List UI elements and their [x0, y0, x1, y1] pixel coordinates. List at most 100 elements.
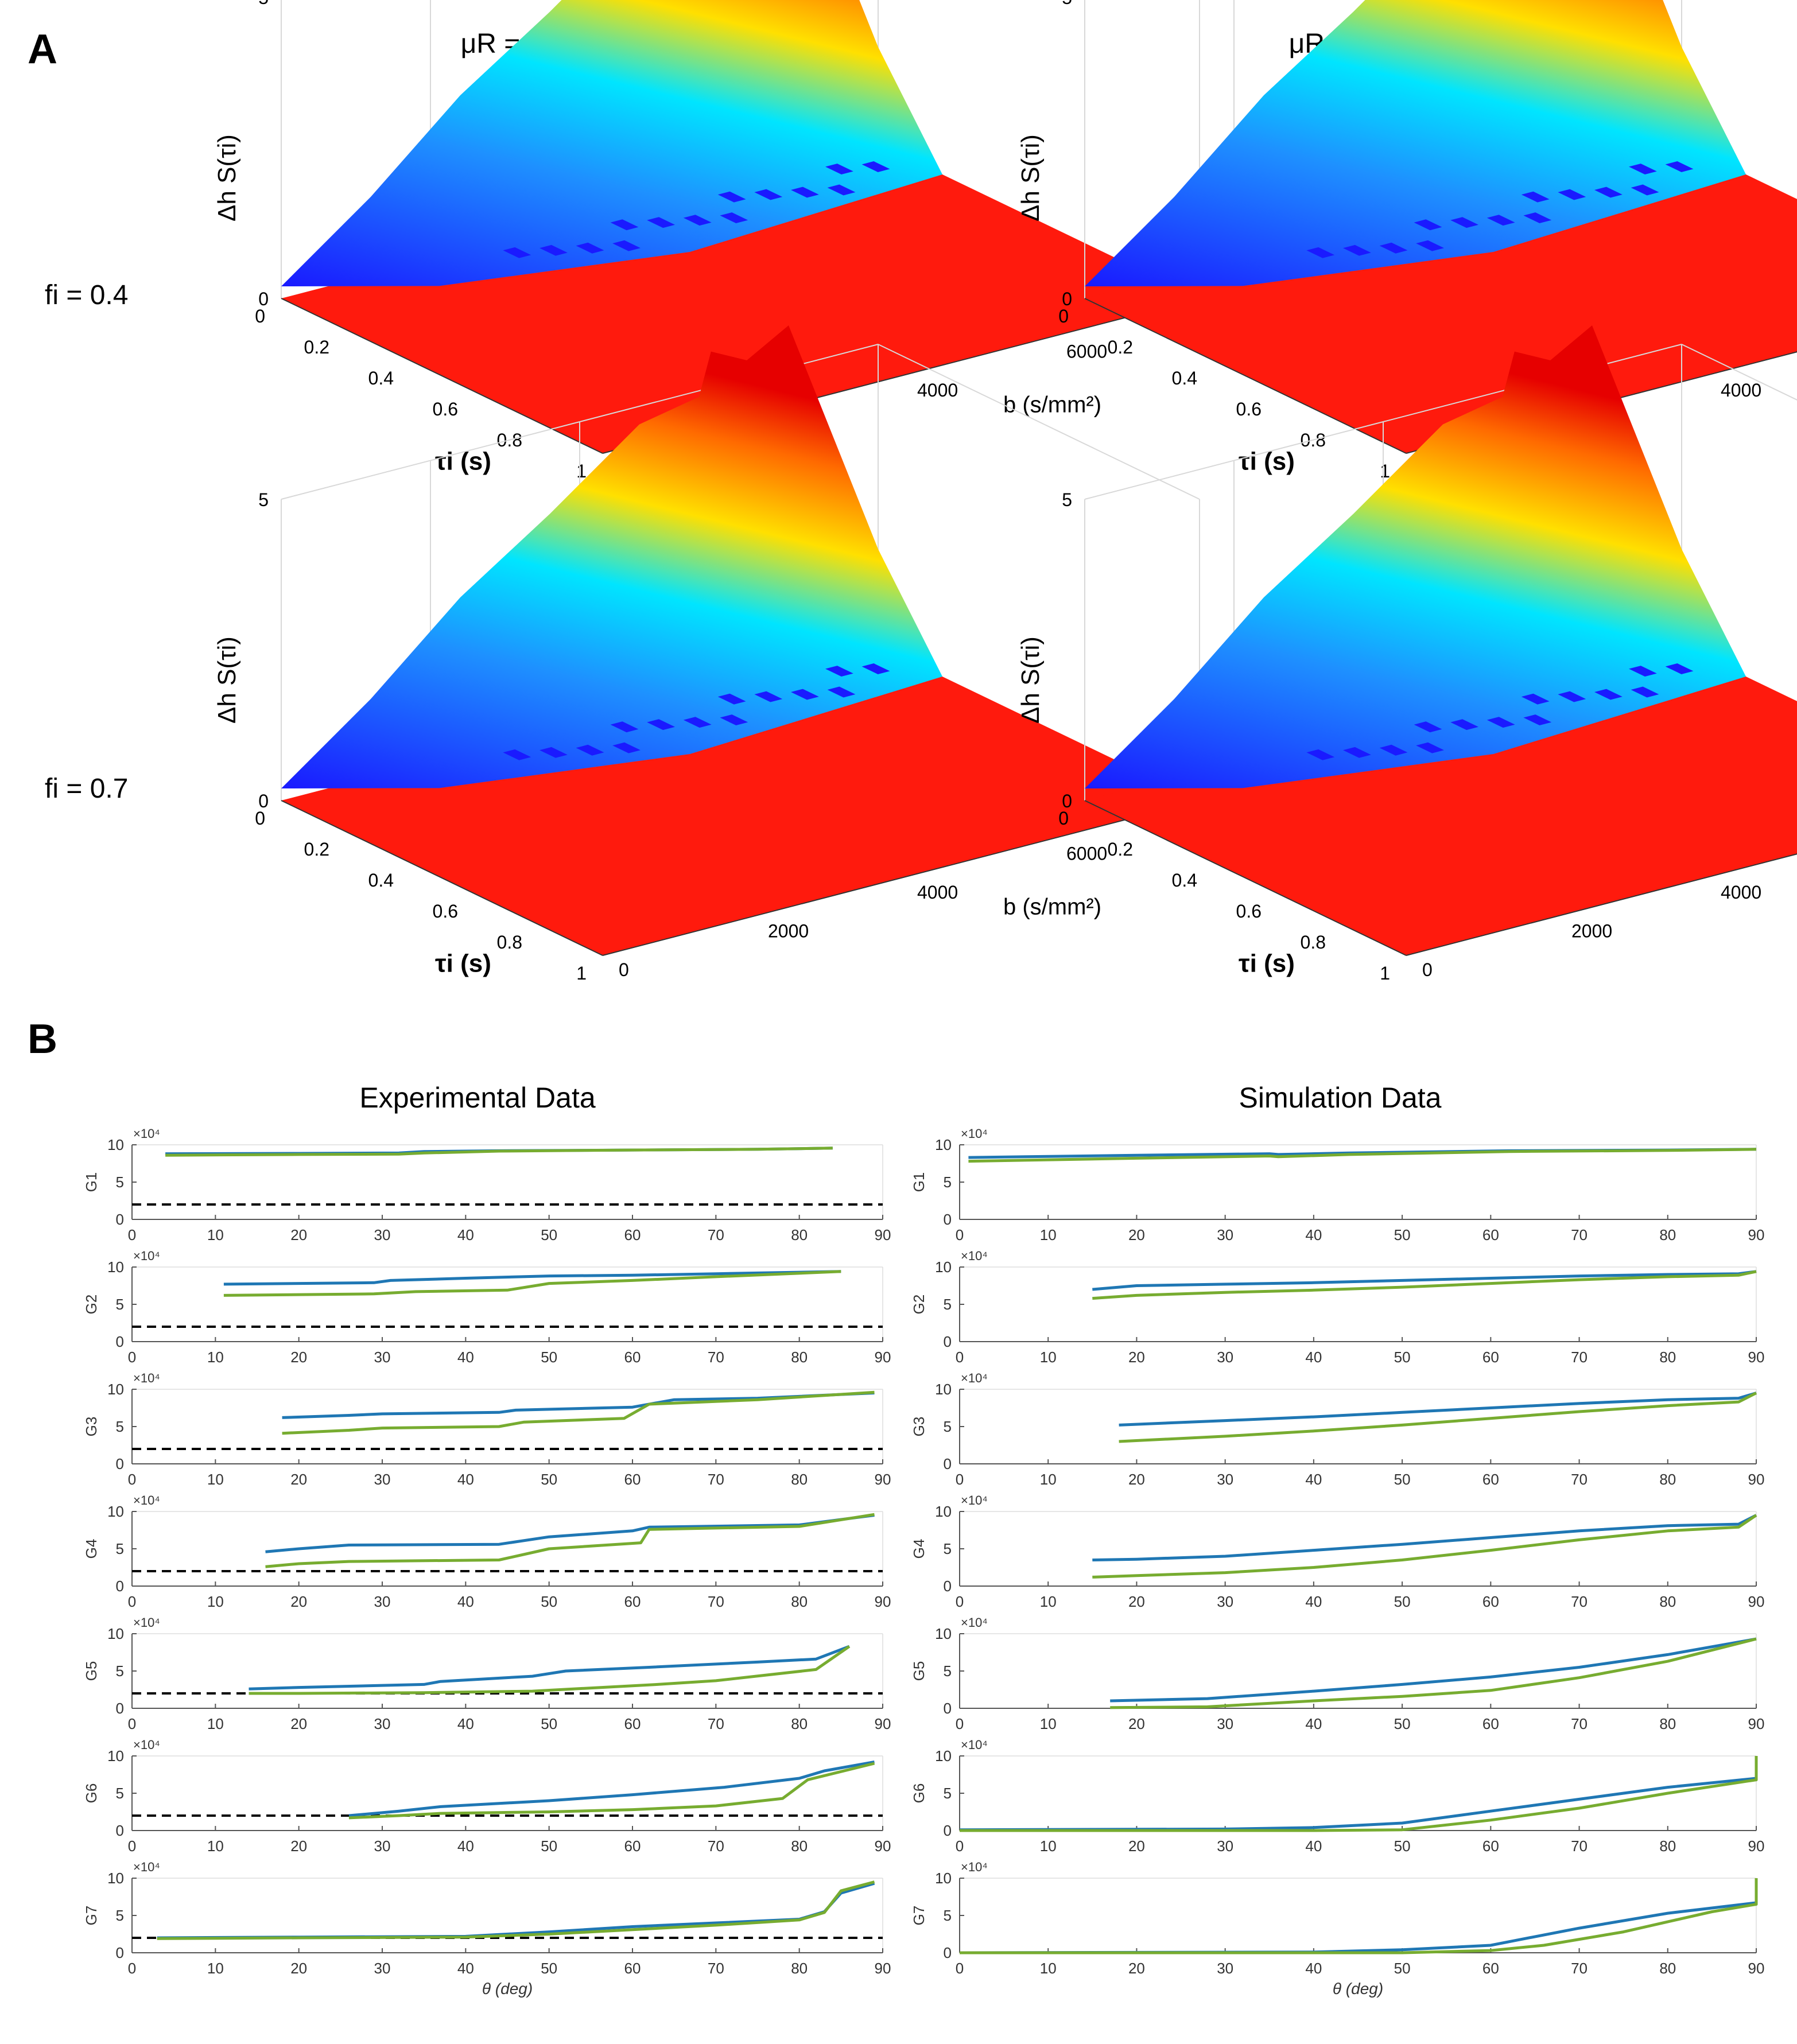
x-tick-label: 60 [1482, 1349, 1499, 1366]
y-tick-label: 10 [107, 1870, 124, 1887]
x-tick-label: 10 [207, 1349, 224, 1366]
blue-patch [1379, 242, 1408, 254]
y-axis-label: G7 [910, 1906, 927, 1926]
tau-tick-label: 1 [576, 963, 587, 984]
tau-tick-label: 0 [1058, 306, 1069, 327]
x-tick-label: 40 [1305, 1960, 1322, 1977]
tau-tick-label: 1 [1380, 461, 1390, 481]
blue-patch [1665, 663, 1694, 674]
line-plot-g7: 0 10 20 30 40 50 60 70 80 90 0 5 10 ×10⁴ G7 θ (deg) [910, 1860, 1764, 1998]
x-tick-label: 60 [624, 1471, 641, 1488]
x-tick-label: 30 [1217, 1593, 1233, 1610]
x-tick-label: 80 [1659, 1226, 1676, 1244]
x-tick-label: 40 [1305, 1471, 1322, 1488]
z-tick-label: 0 [258, 791, 269, 811]
y-tick-label: 0 [116, 1944, 124, 1961]
tau-axis-line [281, 800, 603, 956]
line-plot-g6: 0 10 20 30 40 50 60 70 80 90 0 5 10 ×10⁴ G6 [910, 1738, 1764, 1855]
x-tick-label: 10 [1040, 1471, 1057, 1488]
x-tick-label: 70 [1571, 1837, 1588, 1855]
y-tick-label: 5 [944, 1173, 952, 1191]
tau-axis-line [1084, 800, 1407, 956]
series-line-green [968, 1148, 1757, 1163]
x-tick-label: 70 [708, 1837, 724, 1855]
y-tick-label: 0 [116, 1700, 124, 1717]
x-tick-label: 70 [1571, 1715, 1588, 1732]
blue-patch [827, 184, 856, 196]
series-line-blue [157, 1882, 875, 1940]
blue-patch [1523, 212, 1552, 224]
line-plot-g4: 0 10 20 30 40 50 60 70 80 90 0 5 10 ×10⁴ G4 [910, 1493, 1764, 1610]
z-axis-label: Δh S(τi) [213, 134, 241, 222]
y-multiplier: ×10⁴ [133, 1371, 160, 1385]
series-line-blue [959, 1777, 1757, 1832]
b-tick-label: 2000 [1571, 921, 1612, 942]
grid-line [1681, 344, 1797, 401]
z-tick-label: 0 [1062, 791, 1072, 811]
x-tick-label: 90 [875, 1471, 891, 1488]
x-tick-label: 10 [1040, 1715, 1057, 1732]
blue-patches [503, 161, 890, 258]
b-axis-label: b (s/mm²) [1003, 895, 1101, 920]
b-axis-line [1406, 853, 1797, 956]
surface-floor [281, 143, 1200, 453]
series-line-green [157, 1880, 875, 1940]
b-tick-label: 2000 [768, 921, 809, 942]
z-axis-label: Δh S(τi) [1016, 636, 1045, 724]
x-tick-label: 10 [1040, 1837, 1057, 1855]
y-tick-label: 5 [944, 1662, 952, 1680]
surface-ridge [281, 0, 942, 286]
surface-ridge [1085, 0, 1746, 286]
y-multiplier: ×10⁴ [961, 1615, 988, 1630]
x-tick-label: 10 [207, 1837, 224, 1855]
b-axis-label: b (s/mm²) [1003, 393, 1101, 418]
tau-tick-label: 0.2 [1108, 839, 1133, 860]
x-tick-label: 10 [1040, 1226, 1057, 1244]
x-tick-label: 60 [1482, 1837, 1499, 1855]
x-tick-label: 10 [207, 1471, 224, 1488]
b-tick-label: 4000 [917, 380, 958, 401]
x-tick-label: 20 [1128, 1593, 1145, 1610]
y-tick-label: 5 [116, 1907, 124, 1924]
y-tick-label: 5 [116, 1418, 124, 1435]
x-tick-label: 40 [457, 1593, 474, 1610]
x-tick-label: 10 [207, 1960, 224, 1977]
y-tick-label: 0 [116, 1211, 124, 1228]
y-multiplier: ×10⁴ [961, 1249, 988, 1263]
y-multiplier: ×10⁴ [961, 1371, 988, 1385]
tau-tick-label: 1 [1380, 963, 1390, 984]
y-axis-label: G2 [910, 1295, 927, 1315]
x-tick-label: 10 [207, 1226, 224, 1244]
y-tick-label: 0 [944, 1944, 952, 1961]
y-multiplier: ×10⁴ [133, 1126, 160, 1141]
x-tick-label: 50 [1394, 1471, 1411, 1488]
x-tick-label: 0 [128, 1349, 136, 1366]
y-tick-label: 10 [935, 1136, 952, 1153]
x-tick-label: 70 [1571, 1471, 1588, 1488]
x-tick-label: 30 [1217, 1837, 1233, 1855]
x-tick-label: 50 [541, 1715, 557, 1732]
series-line-blue [1110, 1637, 1757, 1703]
blue-patch [1379, 744, 1408, 756]
blue-patch [612, 742, 641, 753]
line-plot-g3: 0 10 20 30 40 50 60 70 80 90 0 5 10 ×10⁴ G3 [83, 1371, 891, 1488]
y-tick-label: 10 [935, 1503, 952, 1520]
y-multiplier: ×10⁴ [133, 1493, 160, 1507]
blue-patch [1416, 742, 1444, 753]
tau-tick-label: 0 [1058, 808, 1069, 829]
blue-patch [540, 244, 568, 256]
y-tick-label: 0 [944, 1822, 952, 1839]
x-tick-label: 80 [791, 1471, 808, 1488]
x-tick-label: 30 [374, 1226, 391, 1244]
x-tick-label: 20 [1128, 1715, 1145, 1732]
blue-patch [1486, 717, 1515, 728]
x-tick-label: 90 [1748, 1593, 1765, 1610]
x-tick-label: 90 [1748, 1960, 1765, 1977]
tau-axis-label: τi (s) [1239, 950, 1295, 978]
y-tick-label: 0 [116, 1577, 124, 1595]
blue-patch [1414, 721, 1442, 733]
x-tick-label: 80 [1659, 1349, 1676, 1366]
tau-tick-label: 0.6 [433, 901, 458, 922]
